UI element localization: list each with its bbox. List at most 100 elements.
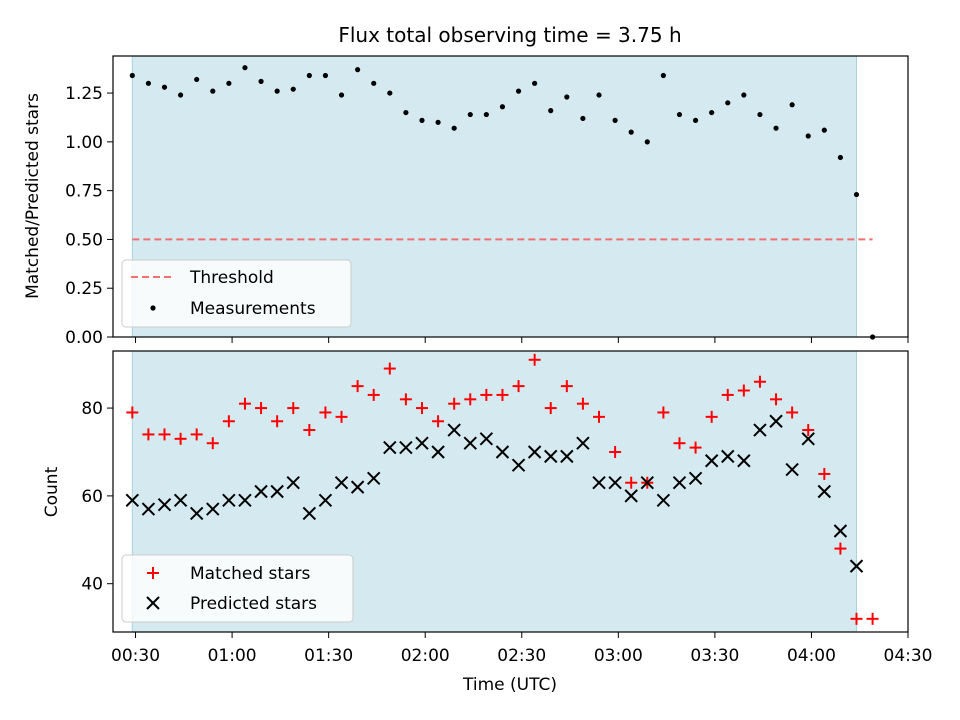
legend-matched-swatch: [147, 567, 159, 579]
bottom-y-tick-label: 40: [81, 575, 103, 595]
predicted-star-point: [141, 502, 156, 516]
matched-star-point: [255, 402, 268, 415]
predicted-star-point: [544, 449, 558, 464]
measurement-point: [676, 111, 683, 118]
matched-star-point: [271, 415, 284, 428]
legend-threshold-label: Threshold: [189, 268, 274, 288]
predicted-star-point: [334, 476, 349, 490]
matched-star-point: [657, 406, 670, 419]
measurement-point: [129, 72, 135, 79]
matched-star-point: [480, 388, 493, 401]
matched-star-point: [464, 393, 477, 406]
matched-star-point: [753, 375, 766, 388]
predicted-star-point: [463, 436, 477, 450]
predicted-star-point: [656, 493, 671, 507]
predicted-star-point: [318, 493, 333, 507]
measurement-point: [194, 76, 200, 83]
matched-star-point: [866, 612, 879, 625]
bottom-x-tick-label: 03:00: [594, 646, 643, 666]
matched-star-point: [786, 406, 799, 419]
measurement-point: [338, 92, 345, 98]
matched-star-point: [673, 437, 686, 450]
measurement-point: [515, 88, 522, 94]
matched-star-point: [287, 402, 300, 415]
measurement-point: [692, 117, 699, 123]
predicted-star-point: [688, 471, 703, 486]
measurement-point: [499, 104, 506, 110]
measurement-point: [532, 80, 538, 86]
predicted-star-point: [350, 480, 365, 494]
measurement-point: [210, 88, 216, 94]
matched-star-point: [528, 353, 541, 366]
figure-title: Flux total observing time = 3.75 h: [338, 23, 681, 47]
predicted-star-point: [592, 476, 606, 490]
matched-star-point: [625, 476, 638, 489]
measurement-point: [773, 125, 779, 131]
bottom-y-tick-label: 80: [81, 399, 103, 419]
measurement-point: [628, 129, 634, 135]
measurement-point: [451, 125, 457, 131]
predicted-star-point: [399, 440, 413, 455]
predicted-star-point: [849, 559, 864, 573]
measurement-point: [483, 111, 489, 118]
measurement-point: [467, 111, 473, 118]
predicted-star-point: [801, 432, 815, 446]
measurement-point: [258, 78, 264, 84]
predicted-star-point: [431, 445, 445, 459]
predicted-star-point: [302, 506, 317, 521]
predicted-star-point: [173, 493, 188, 507]
predicted-star-point: [367, 471, 381, 486]
measurement-point: [725, 100, 731, 106]
measurement-point: [387, 90, 393, 96]
measurement-point: [644, 139, 650, 145]
measurement-point: [161, 84, 168, 90]
measurement-point: [853, 191, 860, 198]
matched-star-point: [319, 406, 332, 419]
predicted-star-point: [222, 493, 236, 507]
matched-star-point: [367, 388, 380, 401]
matched-star-point: [174, 432, 187, 445]
measurement-point: [837, 154, 844, 161]
matched-star-point: [222, 415, 235, 428]
predicted-star-point: [624, 489, 638, 503]
predicted-star-point: [769, 414, 783, 428]
predicted-star-point: [270, 484, 284, 499]
measurement-point: [660, 72, 666, 79]
matched-star-point: [770, 393, 783, 406]
matched-star-point: [850, 612, 863, 625]
measurement-point: [403, 109, 409, 116]
measurement-point: [821, 127, 827, 133]
bottom-x-tick-label: 02:00: [401, 646, 450, 666]
measurement-point: [741, 92, 747, 98]
matched-star-point: [802, 424, 815, 437]
matched-star-point: [576, 397, 589, 410]
matched-star-point: [834, 542, 847, 555]
bottom-x-tick-label: 04:00: [787, 646, 836, 666]
top-y-tick-label: 1.25: [65, 84, 103, 104]
matched-star-point: [544, 402, 557, 415]
top-axes-frame: [112, 55, 909, 338]
top-y-tick-label: 0.50: [65, 230, 103, 250]
bottom-y-axis-label: Count: [42, 466, 62, 517]
bottom-panel: 40 60 80 00:30 01:00 01:30 02:00 02:30 03:00 03:…: [42, 350, 933, 695]
top-y-tick-label: 0.25: [65, 279, 103, 299]
matched-star-point: [351, 380, 364, 393]
bottom-x-tick-label: 02:30: [497, 646, 546, 666]
legend-predicted-label: Predicted stars: [190, 594, 317, 614]
measurement-point: [757, 111, 763, 118]
predicted-star-point: [527, 445, 542, 459]
bottom-x-tick-label: 00:30: [111, 646, 160, 666]
predicted-star-point: [479, 432, 494, 446]
top-y-tick-label: 0.75: [65, 182, 103, 202]
predicted-star-point: [704, 454, 719, 468]
matched-star-point: [512, 380, 525, 393]
matched-star-point: [399, 393, 412, 406]
matched-star-point: [818, 467, 831, 480]
predicted-star-point: [206, 502, 220, 516]
measurement-point: [612, 117, 618, 123]
measurement-point: [274, 88, 280, 94]
predicted-star-point: [640, 476, 654, 490]
measurement-point: [322, 72, 329, 79]
matched-star-point: [158, 428, 171, 441]
measurement-point: [355, 67, 361, 73]
